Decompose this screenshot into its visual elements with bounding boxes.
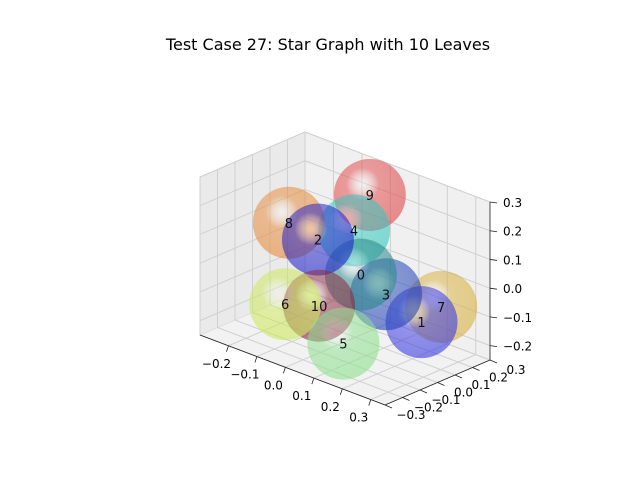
node-label-8: 8 <box>285 217 293 232</box>
z-tick-label: 0.0 <box>503 282 522 296</box>
node-sphere-6 <box>249 268 322 341</box>
node-label-10: 10 <box>311 300 328 315</box>
x-tick-label: 0.3 <box>349 411 368 425</box>
node-sphere-2 <box>281 203 354 276</box>
grid-z-back <box>304 131 491 203</box>
x-tick-label: 0.1 <box>292 389 311 403</box>
node-sphere-5 <box>307 307 380 380</box>
x-tick <box>283 367 286 374</box>
node-spheres: 0 1 2 3 4 5 6 7 8 9 10 <box>249 158 478 380</box>
grid-y-floor <box>217 327 403 398</box>
y-tick <box>489 359 498 364</box>
y-tick-label: −0.1 <box>431 393 460 407</box>
x-tick <box>311 377 315 385</box>
node-label-9: 9 <box>366 189 374 204</box>
z-tick-label: −0.1 <box>503 311 532 325</box>
y-tick-label: 0.3 <box>506 363 525 377</box>
z-tick-label: −0.2 <box>503 340 532 354</box>
grid-z-left <box>199 160 306 207</box>
x-tick-label: 0.0 <box>264 378 283 392</box>
z-tick <box>489 230 498 233</box>
y-tick <box>384 404 393 409</box>
z-tick <box>489 259 498 261</box>
tick-marks: −0.2−0.10.00.10.20.3 −0.3−0.2−0.10.00.10.… <box>202 196 532 425</box>
z-tick-label: 0.3 <box>503 196 522 210</box>
z-tick <box>489 345 498 348</box>
z-tick <box>489 201 498 204</box>
z-tick-label: 0.1 <box>503 253 522 267</box>
chart-title: Test Case 27: Star Graph with 10 Leaves <box>165 35 490 54</box>
y-tick <box>437 382 445 386</box>
y-tick-label: −0.2 <box>414 401 443 415</box>
x-tick-label: 0.2 <box>321 400 340 414</box>
z-tick <box>489 316 498 319</box>
x-tick <box>226 345 229 352</box>
node-label-0: 0 <box>357 269 365 284</box>
node-label-5: 5 <box>339 338 347 353</box>
x-tick-label: −0.2 <box>202 357 231 371</box>
x-tick <box>368 399 372 406</box>
y-tick <box>419 389 428 394</box>
x-tick-label: −0.1 <box>230 368 259 382</box>
z-tick-label: 0.2 <box>503 225 522 239</box>
z-tick <box>489 287 498 290</box>
node-label-6: 6 <box>281 298 289 313</box>
x-tick <box>339 388 343 395</box>
y-tick-label: 0.2 <box>489 371 508 385</box>
node-label-4: 4 <box>350 224 358 239</box>
y-tick <box>454 374 463 379</box>
x-axis-line <box>199 334 386 406</box>
y-tick <box>402 397 410 401</box>
y-tick-label: −0.3 <box>396 408 425 422</box>
node-label-7: 7 <box>437 301 445 316</box>
x-tick <box>254 356 258 363</box>
y-tick-label: 0.1 <box>471 378 490 392</box>
node-label-3: 3 <box>382 288 390 303</box>
y-tick-label: 0.0 <box>454 386 473 400</box>
node-label-2: 2 <box>314 234 322 249</box>
node-label-1: 1 <box>417 316 425 331</box>
grid-z-left <box>199 131 306 178</box>
y-tick <box>472 367 480 371</box>
